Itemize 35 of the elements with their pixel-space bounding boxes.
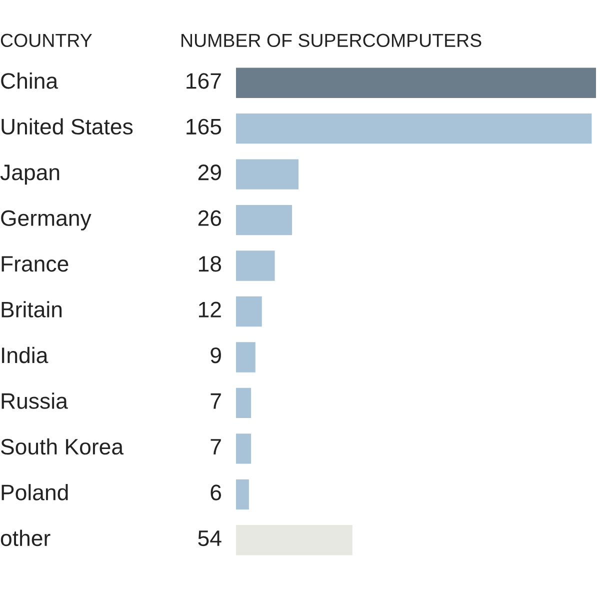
y-tick-label: India [2, 346, 48, 364]
y-tick-label: South Korea [1, 438, 124, 455]
bar [236, 434, 252, 464]
y-tick-label: Poland [2, 484, 68, 500]
y-tick-label: United States [2, 118, 133, 135]
data-label: 7 [210, 393, 221, 409]
y-axis-title: COUNTRY [0, 34, 92, 48]
bar [236, 159, 299, 190]
data-label: 165 [186, 118, 222, 135]
data-label: 7 [210, 439, 221, 454]
y-tick-label: other [0, 530, 50, 546]
data-label: 18 [198, 256, 222, 272]
bar [236, 204, 292, 236]
data-label: 26 [198, 210, 222, 226]
bar [236, 525, 352, 556]
y-tick-label: Russia [2, 392, 68, 409]
x-axis-title: NUMBER OF SUPERCOMPUTERS [182, 34, 482, 48]
data-label: 6 [210, 484, 222, 500]
bar [236, 342, 256, 372]
data-label: 29 [198, 164, 221, 180]
data-label: 54 [198, 530, 222, 546]
y-tick-label: France [2, 256, 68, 272]
data-label: 12 [198, 302, 221, 318]
bar [236, 250, 275, 281]
y-tick-label: Germany [1, 210, 92, 230]
y-tick-label: Britain [2, 301, 62, 318]
bar [236, 68, 596, 98]
bar [236, 388, 252, 418]
bar [236, 114, 592, 144]
bar [236, 296, 262, 327]
data-label: 167 [186, 73, 221, 89]
data-label: 9 [210, 347, 221, 364]
bar [236, 479, 249, 510]
y-tick-label: Japan [0, 164, 60, 185]
y-tick-label: China [1, 72, 58, 89]
